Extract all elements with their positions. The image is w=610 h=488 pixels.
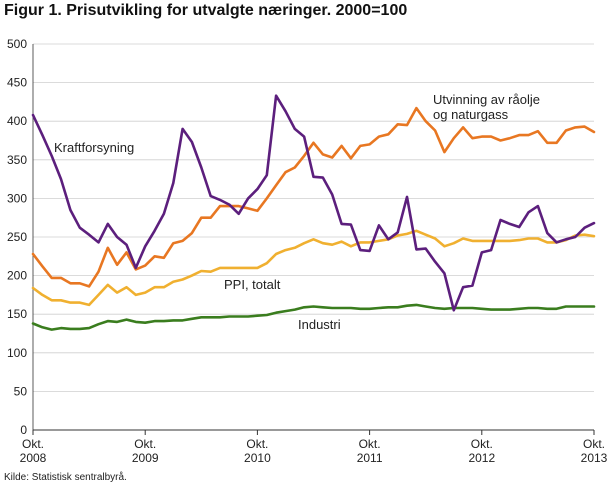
y-tick-label: 500: [7, 37, 27, 51]
chart-title: Figur 1. Prisutvikling for utvalgte næri…: [4, 2, 408, 19]
series-line-industri: [31, 303, 596, 331]
series-line-utvinning-av-r-olje-og-naturgass: [31, 106, 596, 288]
x-tick-label-year: 2011: [357, 451, 383, 465]
x-tick-label-year: 2008: [20, 451, 47, 465]
y-tick-label: 350: [7, 153, 27, 167]
x-tick-label-month: Okt.: [246, 437, 268, 451]
y-tick-label: 100: [7, 346, 27, 360]
x-tick-label-month: Okt.: [22, 437, 44, 451]
series-labels: Kraftforsyning Utvinning av råolje og na…: [54, 92, 540, 332]
source-note: Kilde: Statistisk sentralbyrå.: [4, 472, 127, 483]
y-tick-label: 450: [7, 76, 27, 90]
x-tick-label-year: 2010: [244, 451, 271, 465]
x-tick-label-year: 2009: [132, 451, 159, 465]
label-utvinning-line2: og naturgass: [433, 107, 509, 122]
label-kraftforsyning: Kraftforsyning: [54, 140, 134, 155]
y-tick-label: 0: [20, 423, 27, 437]
y-axis: 0 50 100 150 200 250 300 350 400 450 500: [7, 37, 34, 437]
x-tick-label-month: Okt.: [471, 437, 493, 451]
x-axis: Okt.2008Okt.2009Okt.2010Okt.2011Okt.2012…: [20, 430, 608, 465]
y-tick-label: 400: [7, 114, 27, 128]
series-line-ppi-totalt: [31, 229, 596, 307]
y-tick-label: 200: [7, 269, 27, 283]
y-tick-label: 50: [14, 384, 28, 398]
x-tick-label-month: Okt.: [134, 437, 156, 451]
y-tick-label: 250: [7, 230, 27, 244]
label-industri: Industri: [298, 317, 341, 332]
y-tick-label: 150: [7, 307, 27, 321]
label-utvinning-line1: Utvinning av råolje: [433, 92, 540, 107]
label-ppi-totalt: PPI, totalt: [224, 277, 281, 292]
x-tick-label-year: 2012: [468, 451, 495, 465]
y-tick-label: 300: [7, 191, 27, 205]
x-tick-label-month: Okt.: [583, 437, 605, 451]
grid-lines: [33, 43, 594, 431]
x-tick-label-year: 2013: [581, 451, 608, 465]
series-lines: [31, 94, 596, 331]
series-line-kraftforsyning: [31, 94, 596, 312]
x-tick-label-month: Okt.: [359, 437, 381, 451]
